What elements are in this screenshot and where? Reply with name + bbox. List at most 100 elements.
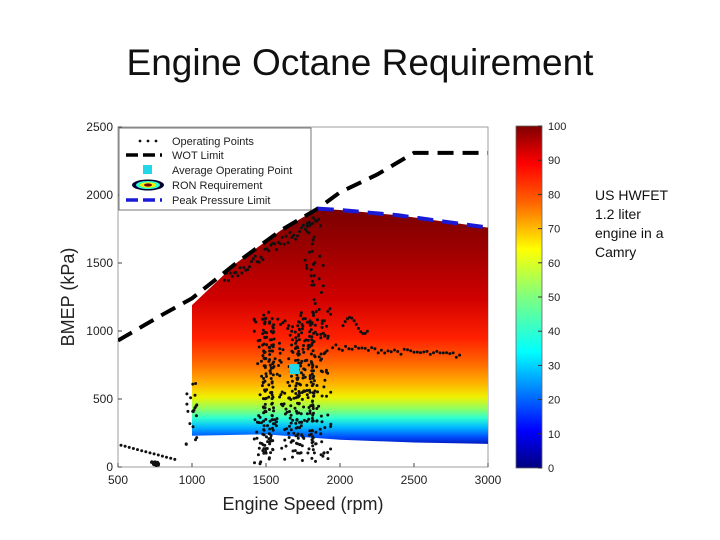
operating-point — [279, 402, 283, 406]
operating-point — [264, 374, 268, 378]
operating-point — [311, 221, 315, 225]
colorbar-tick-label: 80 — [548, 189, 560, 201]
x-axis-label: Engine Speed (rpm) — [222, 494, 383, 514]
operating-point — [299, 314, 303, 317]
operating-point — [294, 384, 298, 388]
operating-point — [326, 336, 330, 340]
operating-point — [319, 352, 323, 356]
operating-point — [298, 451, 302, 455]
operating-point — [188, 422, 192, 426]
operating-point — [314, 219, 318, 223]
operating-point — [288, 231, 292, 234]
operating-point — [288, 424, 291, 428]
operating-point — [329, 390, 333, 394]
operating-point — [315, 407, 319, 410]
operating-point — [312, 394, 316, 398]
y-tick-label: 500 — [93, 392, 113, 406]
operating-point — [297, 338, 301, 342]
operating-point — [329, 312, 333, 316]
operating-point — [310, 456, 314, 460]
operating-point — [287, 436, 291, 439]
operating-point — [293, 330, 297, 334]
operating-point — [376, 351, 380, 355]
operating-point — [357, 346, 361, 350]
operating-point — [246, 268, 250, 272]
operating-point — [445, 351, 449, 355]
operating-point — [127, 445, 131, 449]
operating-point — [155, 463, 159, 466]
operating-point — [300, 420, 304, 424]
operating-point — [309, 352, 313, 356]
legend-label: Peak Pressure Limit — [172, 195, 270, 207]
operating-point — [311, 429, 314, 433]
operating-point — [265, 435, 268, 439]
operating-point — [272, 337, 276, 341]
operating-point — [297, 382, 301, 386]
operating-point — [258, 415, 262, 419]
operating-point — [307, 406, 311, 409]
operating-point — [265, 331, 269, 335]
operating-point — [287, 324, 291, 328]
operating-point — [302, 350, 306, 354]
operating-point — [294, 421, 298, 425]
operating-point — [234, 270, 238, 274]
operating-point — [295, 339, 299, 343]
operating-point — [261, 397, 265, 401]
operating-point — [345, 317, 349, 321]
operating-point — [283, 438, 287, 442]
operating-point — [311, 263, 315, 266]
operating-point — [300, 323, 304, 326]
operating-point — [300, 331, 304, 335]
operating-point — [309, 380, 313, 384]
operating-point — [305, 419, 309, 423]
operating-point — [267, 432, 271, 436]
operating-point — [307, 363, 311, 367]
operating-point — [343, 320, 347, 324]
operating-point — [263, 409, 267, 413]
operating-point — [312, 274, 316, 278]
operating-point — [271, 418, 275, 422]
operating-point — [248, 265, 252, 269]
operating-point — [263, 388, 266, 392]
operating-point — [305, 224, 309, 228]
operating-point — [311, 440, 315, 444]
legend-operating-points-symbol — [138, 139, 158, 143]
operating-point — [296, 436, 300, 440]
operating-point — [251, 257, 255, 261]
operating-point — [281, 348, 285, 352]
operating-point — [271, 428, 275, 432]
operating-point — [306, 320, 309, 324]
operating-point — [318, 427, 322, 431]
operating-point — [293, 387, 297, 391]
operating-point — [438, 351, 442, 355]
operating-point — [292, 431, 296, 435]
operating-point — [320, 326, 324, 329]
operating-point — [286, 327, 290, 330]
peak-pressure-limit-line — [317, 206, 488, 230]
operating-point — [321, 263, 325, 267]
operating-point — [261, 354, 265, 358]
operating-point — [302, 418, 306, 422]
operating-point — [311, 349, 315, 353]
operating-point — [308, 374, 312, 378]
operating-point — [425, 349, 429, 353]
colorbar-tick-label: 60 — [548, 258, 560, 270]
operating-point — [261, 328, 265, 332]
operating-point — [315, 333, 319, 336]
operating-point — [252, 329, 256, 333]
note-line: engine in a — [595, 225, 664, 241]
operating-point — [259, 359, 263, 363]
operating-point — [326, 309, 330, 313]
operating-point — [393, 348, 396, 352]
operating-point — [305, 412, 309, 416]
operating-point — [321, 284, 325, 288]
legend-average-symbol — [143, 165, 152, 174]
operating-point — [267, 383, 271, 387]
average-operating-point-marker — [289, 364, 300, 375]
operating-point — [309, 328, 313, 332]
operating-point — [322, 352, 326, 356]
operating-point — [150, 460, 153, 464]
operating-point — [298, 391, 301, 395]
operating-point — [308, 224, 311, 228]
